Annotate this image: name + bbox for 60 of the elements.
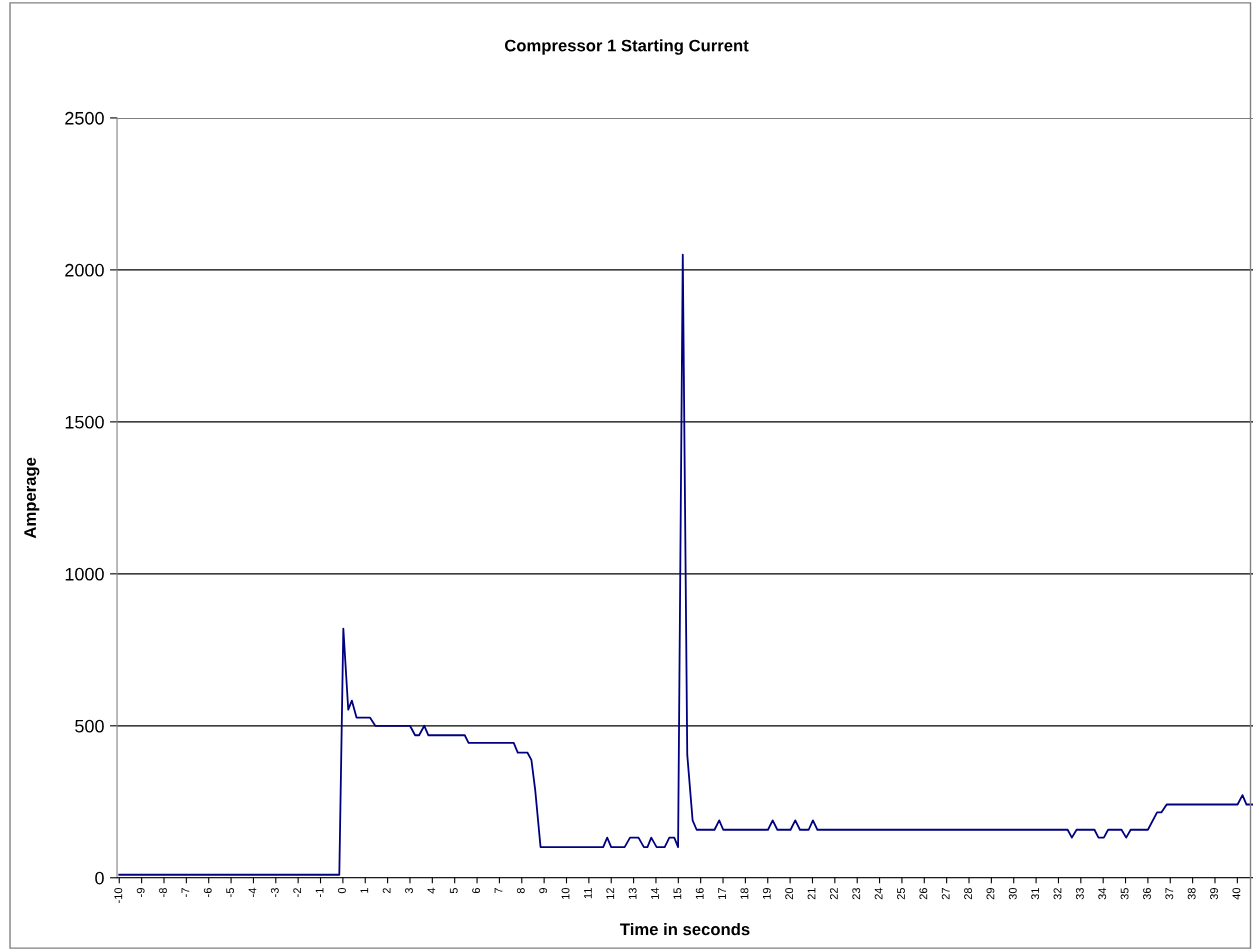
- x-tick-label: 31: [1031, 888, 1040, 900]
- x-tick-label: 33: [1075, 887, 1084, 900]
- x-tick-label: 25: [897, 887, 905, 900]
- x-tick-label: 27: [941, 888, 950, 900]
- x-tick-label: 36: [1143, 887, 1151, 900]
- y-axis-title: Amperage: [24, 457, 40, 539]
- x-tick-label: 17: [718, 888, 726, 900]
- x-tick-label: 18: [740, 887, 749, 900]
- y-tick-label: 1000: [65, 567, 104, 581]
- y-tick-label: 0: [95, 871, 104, 885]
- x-tick-label: 37: [1165, 888, 1174, 900]
- x-tick-label: -4: [248, 887, 257, 897]
- y-tick-label: 2000: [65, 263, 104, 277]
- x-tick-label: 19: [762, 888, 771, 900]
- x-tick-label: 29: [986, 888, 995, 900]
- x-tick-label: 11: [584, 888, 592, 899]
- x-tick-label: 28: [964, 887, 972, 900]
- x-tick-label: 16: [695, 887, 704, 900]
- x-tick-label: 6: [472, 887, 481, 894]
- y-tick-label: 500: [75, 719, 104, 733]
- x-tick-label: 1: [360, 888, 369, 893]
- x-tick-label: -3: [270, 887, 279, 897]
- x-tick-label: 32: [1053, 888, 1062, 900]
- x-tick-label: 12: [606, 888, 615, 900]
- x-tick-label: 24: [874, 887, 883, 900]
- x-tick-label: 38: [1187, 887, 1196, 900]
- x-tick-label: 20: [785, 887, 794, 900]
- x-tick-label: 26: [919, 887, 928, 900]
- x-tick-label: -9: [136, 888, 145, 897]
- x-tick-label: -10: [114, 887, 123, 904]
- x-tick-label: 8: [516, 887, 525, 894]
- x-tick-label: 0: [338, 887, 346, 894]
- chart-title: Compressor 1 Starting Current: [504, 39, 749, 55]
- x-tick-label: 40: [1232, 887, 1241, 900]
- x-tick-label: -6: [203, 887, 212, 897]
- x-tick-label: 35: [1120, 887, 1129, 900]
- x-tick-label: 14: [651, 887, 659, 900]
- x-tick-label: -1: [315, 888, 324, 897]
- y-tick-label: 1500: [65, 415, 104, 429]
- x-tick-label: 34: [1098, 887, 1107, 900]
- x-tick-label: -7: [181, 888, 190, 897]
- x-tick-label: 10: [561, 887, 570, 900]
- y-tick-label: 2500: [65, 111, 104, 125]
- x-tick-label: 23: [852, 887, 861, 900]
- x-tick-label: 2: [382, 888, 391, 894]
- x-tick-label: 30: [1008, 887, 1017, 900]
- x-tick-label: 9: [539, 888, 548, 894]
- x-tick-label: -8: [159, 887, 167, 897]
- x-tick-label: -5: [226, 887, 235, 897]
- x-axis-title: Time in seconds: [620, 923, 750, 936]
- x-tick-label: 4: [427, 887, 436, 894]
- x-tick-label: 22: [829, 888, 838, 900]
- x-tick-label: 3: [405, 887, 413, 894]
- x-tick-label: 13: [628, 887, 637, 900]
- x-tick-label: 39: [1210, 888, 1218, 900]
- x-tick-label: 7: [494, 888, 503, 894]
- x-tick-label: 21: [807, 888, 816, 900]
- x-tick-label: -2: [293, 888, 302, 897]
- x-tick-label: 5: [449, 887, 458, 894]
- x-tick-label: 15: [673, 887, 682, 900]
